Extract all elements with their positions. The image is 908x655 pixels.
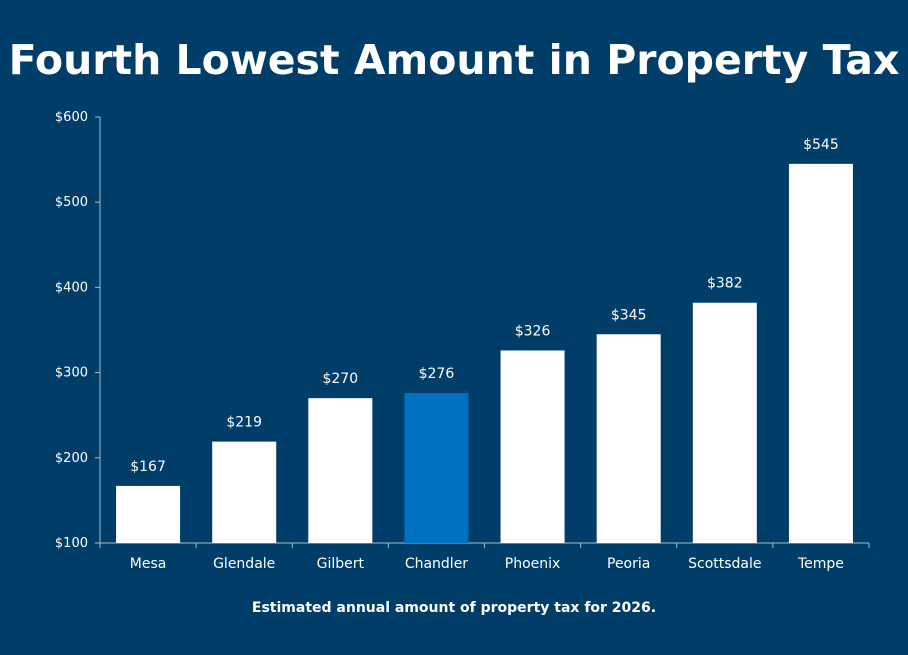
bar-gilbert	[308, 398, 373, 543]
x-axis	[99, 542, 870, 548]
y-tick-label: $400	[55, 280, 88, 295]
chart-caption: Estimated annual amount of property tax …	[251, 600, 657, 616]
category-label-gilbert: Gilbert	[317, 556, 365, 572]
data-label-peoria: $345	[611, 307, 647, 323]
bar-chandler	[404, 393, 469, 543]
data-label-gilbert: $270	[322, 371, 358, 387]
data-label-phoenix: $326	[515, 323, 551, 339]
data-label-mesa: $167	[130, 459, 166, 475]
data-label-chandler: $276	[419, 366, 455, 382]
data-labels: $167 $219 $270 $276 $326 $345 $382 $545	[130, 137, 839, 475]
y-tick-label: $100	[55, 536, 88, 551]
category-label-mesa: Mesa	[130, 556, 167, 572]
data-label-glendale: $219	[226, 415, 262, 431]
bar-mesa	[116, 485, 181, 543]
bar-glendale	[212, 441, 277, 543]
bar-peoria	[596, 334, 661, 543]
category-label-chandler: Chandler	[405, 556, 468, 572]
y-tick-label: $300	[55, 366, 88, 381]
category-labels: Mesa Glendale Gilbert Chandler Phoenix Peoria…	[130, 556, 844, 572]
y-tick-label: $600	[55, 110, 88, 125]
bar-scottsdale	[692, 302, 757, 543]
y-tick-label: $500	[55, 195, 88, 210]
bars	[116, 163, 853, 544]
category-label-scottsdale: Scottsdale	[688, 556, 761, 572]
category-label-tempe: Tempe	[797, 556, 844, 572]
chart-title: Fourth Lowest Amount in Property Tax	[8, 36, 900, 84]
category-label-phoenix: Phoenix	[505, 556, 561, 572]
data-label-scottsdale: $382	[707, 276, 743, 292]
data-label-tempe: $545	[803, 137, 839, 153]
y-axis: $100 $200 $300 $400 $500 $600	[55, 110, 101, 551]
category-label-peoria: Peoria	[607, 556, 650, 572]
bar-tempe	[788, 163, 853, 544]
category-label-glendale: Glendale	[213, 556, 275, 572]
bar-phoenix	[500, 350, 565, 543]
y-tick-label: $200	[55, 451, 88, 466]
